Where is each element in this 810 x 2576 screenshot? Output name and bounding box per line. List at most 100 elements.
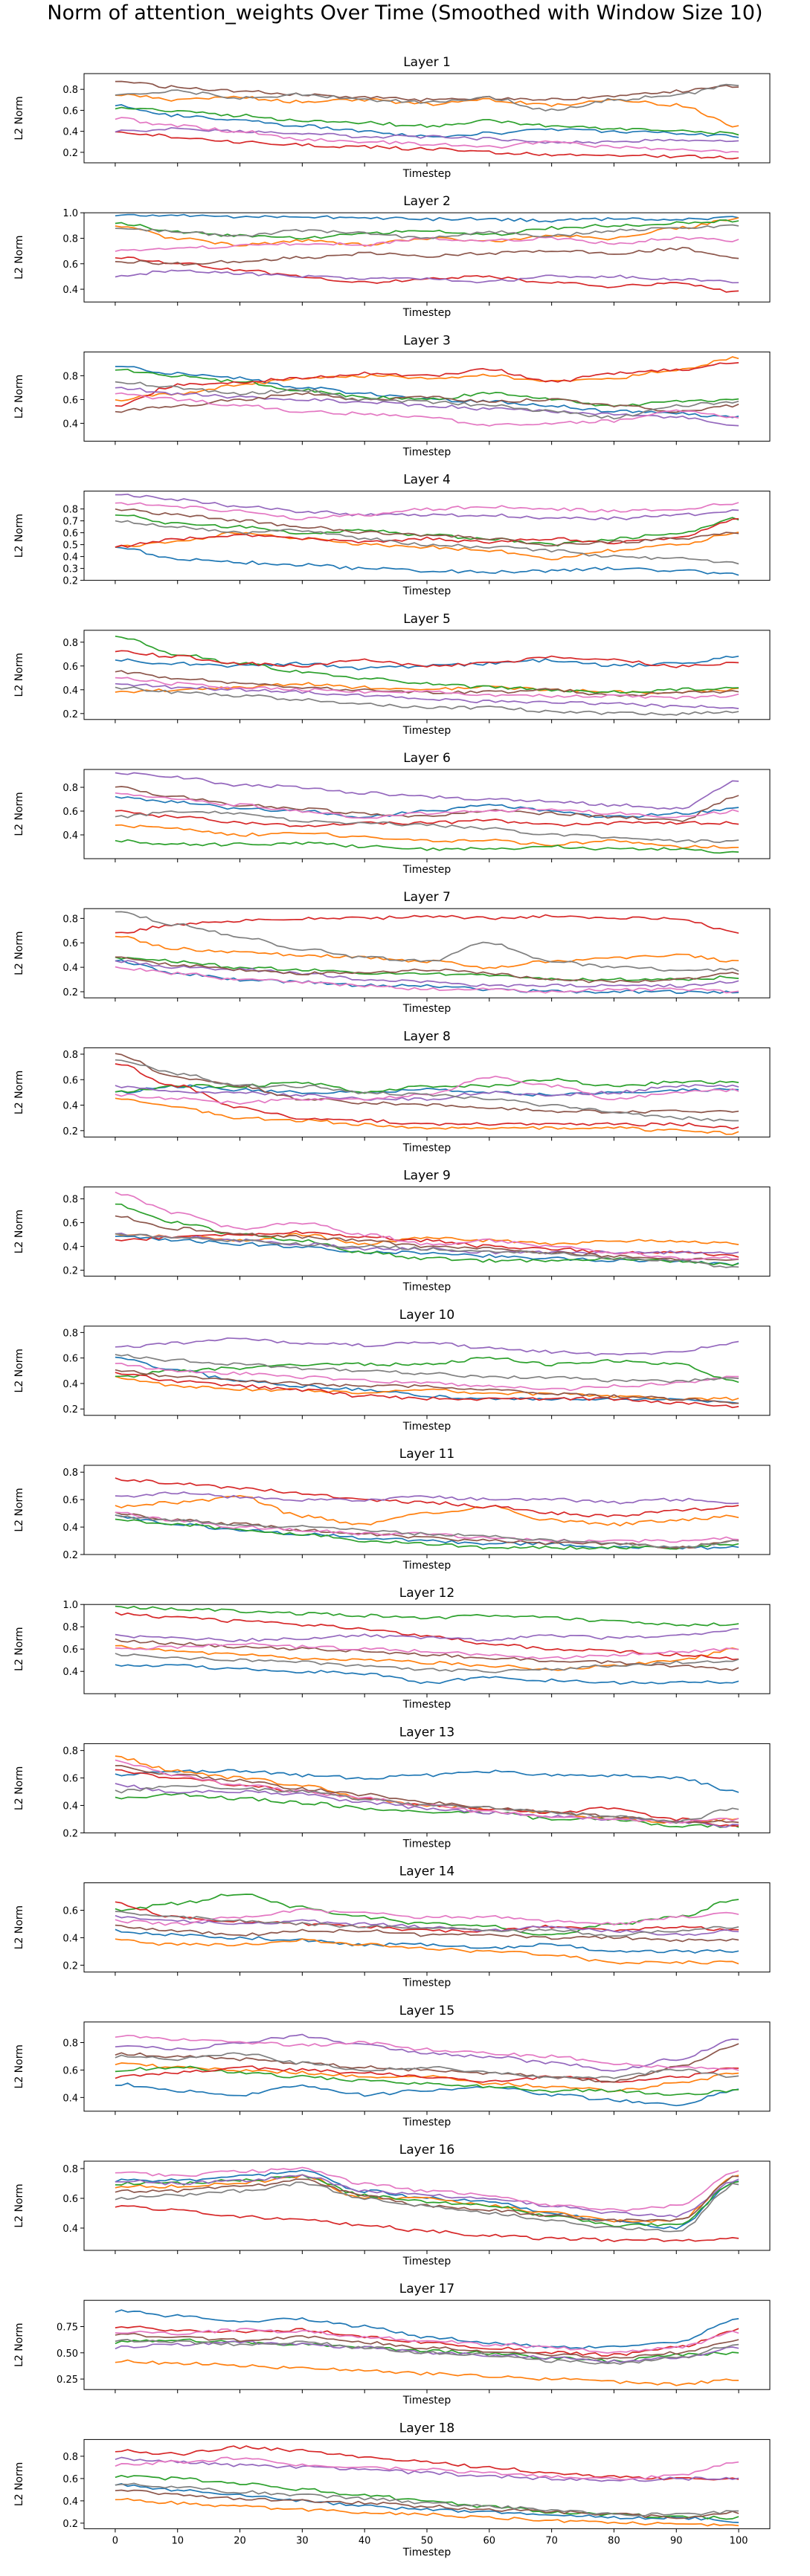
- series-line-5: [115, 1337, 739, 1356]
- series-line-1: [115, 2482, 739, 2523]
- series-line-1: [115, 1356, 739, 1404]
- y-tick-label: 0.6: [62, 2194, 78, 2205]
- series-line-6: [115, 670, 739, 697]
- subplot-layer-3: Layer 3 0.4 0.6 0.8 Timestep L2 Norm: [13, 333, 771, 458]
- series-line-6: [115, 1369, 739, 1404]
- y-tick-label: 0.4: [62, 1242, 78, 1253]
- series-line-4: [115, 517, 739, 548]
- series-line-8: [115, 2181, 739, 2233]
- series-line-7: [115, 1759, 739, 1824]
- figure-title: Norm of attention_weights Over Time (Smo…: [47, 1, 763, 25]
- y-tick-label: 0.6: [62, 529, 78, 540]
- y-axis-label: L2 Norm: [13, 1488, 25, 1531]
- series-line-8: [115, 2052, 739, 2079]
- series-line-7: [115, 2166, 739, 2212]
- series-line-4: [115, 1372, 739, 1409]
- series-line-1: [115, 1514, 739, 1550]
- y-tick-label: 0.8: [62, 233, 78, 245]
- subplot-layer-6: Layer 6 0.4 0.6 0.8 Timestep L2 Norm: [13, 751, 771, 876]
- series-line-6: [115, 2332, 739, 2360]
- subplot-title: Layer 9: [403, 1169, 451, 1184]
- y-tick-label: 0.8: [62, 371, 78, 382]
- subplot-title: Layer 6: [403, 751, 451, 766]
- series-line-7: [115, 1908, 739, 1926]
- series-line-8: [115, 2339, 739, 2365]
- series-line-5: [115, 387, 739, 427]
- series-line-8: [115, 520, 739, 565]
- series-line-1: [115, 1664, 739, 1685]
- series-line-4: [115, 914, 739, 934]
- series-line-6: [115, 2175, 739, 2223]
- series-line-8: [115, 1354, 739, 1384]
- y-tick-label: 0.4: [62, 285, 78, 296]
- series-line-6: [115, 508, 739, 547]
- x-axis-label: Timestep: [402, 2117, 451, 2128]
- y-axis-label: L2 Norm: [13, 932, 25, 975]
- subplot-title: Layer 7: [403, 890, 451, 905]
- subplot-layer-12: Layer 12 0.4 0.6 0.8 1.0 Timestep L2 Norm: [13, 1586, 771, 1711]
- y-axis-label: L2 Norm: [13, 2462, 25, 2506]
- series-line-3: [115, 956, 739, 981]
- x-axis-label: Timestep: [402, 586, 451, 598]
- subplot-title: Layer 5: [403, 612, 451, 627]
- y-tick-label: 0.2: [62, 1550, 78, 1561]
- y-tick-label: 0.2: [62, 148, 78, 159]
- series-line-1: [115, 1769, 739, 1793]
- series-line-3: [115, 1894, 739, 1936]
- y-tick-label: 0.6: [62, 938, 78, 949]
- x-axis-label: Timestep: [402, 1699, 451, 1711]
- subplot-title: Layer 3: [403, 333, 451, 348]
- series-line-7: [115, 2034, 739, 2071]
- subplot-layer-2: Layer 2 0.4 0.6 0.8 1.0 Timestep L2 Norm: [13, 194, 771, 319]
- subplot-title: Layer 10: [399, 1308, 454, 1323]
- y-tick-label: 0.4: [62, 2224, 78, 2235]
- subplot-title: Layer 16: [399, 2143, 454, 2157]
- series-line-7: [115, 677, 739, 700]
- subplot-title: Layer 2: [403, 194, 451, 209]
- subplot-layer-16: Layer 16 0.4 0.6 0.8 Timestep L2 Norm: [13, 2143, 771, 2267]
- subplot-layer-18: Layer 18 0.2 0.4 0.6 0.8 0 10 20 30 40 50 60 70 80 90 1…: [13, 2421, 771, 2558]
- series-line-8: [115, 1911, 739, 1937]
- series-line-8: [115, 1233, 739, 1268]
- y-tick-label: 0.4: [62, 1933, 78, 1944]
- series-line-4: [115, 810, 739, 827]
- x-axis-label: Timestep: [402, 1282, 451, 1294]
- subplot-layer-9: Layer 9 0.2 0.4 0.6 0.8 Timestep L2 Norm: [13, 1169, 771, 1294]
- series-line-3: [115, 106, 739, 136]
- series-line-8: [115, 1784, 739, 1824]
- y-axis-label: L2 Norm: [13, 2183, 25, 2227]
- subplot-title: Layer 17: [399, 2282, 454, 2296]
- x-tick-label: 70: [545, 2535, 558, 2546]
- series-line-5: [115, 1628, 739, 1642]
- axes-frame: [83, 491, 771, 581]
- subplot-title: Layer 4: [403, 473, 451, 488]
- x-tick-label: 10: [171, 2535, 184, 2546]
- series-line-2: [115, 1755, 739, 1824]
- series-line-7: [115, 1642, 739, 1660]
- y-tick-label: 0.4: [62, 685, 78, 697]
- subplot-title: Layer 14: [399, 1865, 454, 1879]
- y-tick-label: 0.8: [62, 2164, 78, 2175]
- y-tick-label: 0.6: [62, 2474, 78, 2485]
- y-tick-label: 0.6: [62, 259, 78, 271]
- x-tick-label: 40: [359, 2535, 371, 2546]
- x-axis-label: Timestep: [402, 2395, 451, 2406]
- x-tick-label: 0: [112, 2535, 118, 2546]
- y-axis-label: L2 Norm: [13, 514, 25, 558]
- y-tick-label: 0.6: [62, 1218, 78, 1230]
- series-line-8: [115, 2482, 739, 2517]
- series-line-2: [115, 2062, 739, 2093]
- series-line-5: [115, 2033, 739, 2072]
- series-line-3: [115, 2065, 739, 2096]
- y-tick-label: 0.8: [62, 85, 78, 96]
- series-line-3: [115, 1518, 739, 1550]
- y-tick-label: 0.4: [62, 127, 78, 138]
- subplot-title: Layer 11: [399, 1447, 454, 1462]
- series-line-2: [115, 2174, 739, 2223]
- subplot-layer-11: Layer 11 0.2 0.4 0.6 0.8 Timestep L2 Norm: [13, 1447, 771, 1572]
- series-line-5: [115, 2174, 739, 2218]
- x-axis-label: Timestep: [402, 446, 451, 458]
- series-line-4: [115, 256, 739, 293]
- y-tick-label: 0.8: [62, 914, 78, 925]
- subplot-layer-10: Layer 10 0.2 0.4 0.6 0.8 Timestep L2 Norm: [13, 1308, 771, 1433]
